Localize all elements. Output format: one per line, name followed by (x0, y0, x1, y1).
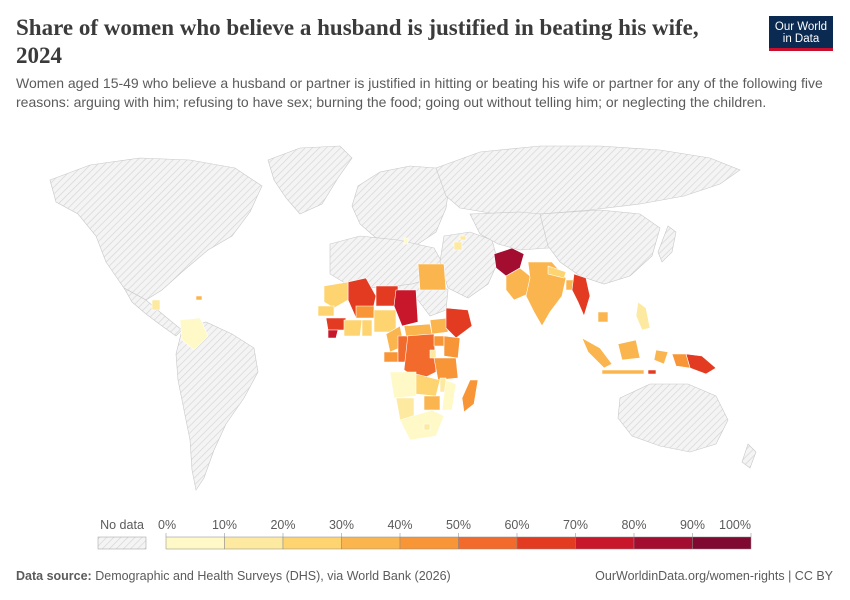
country-rwanda-burundi[interactable] (429, 349, 437, 359)
legend-tick-label: 70% (563, 518, 588, 532)
country-papua-indonesia[interactable] (671, 353, 691, 369)
country-nepal[interactable] (547, 265, 567, 279)
country-timor-leste[interactable] (647, 369, 657, 375)
country-haiti[interactable] (195, 295, 203, 301)
legend-tick-label: 80% (621, 518, 646, 532)
data-source-text: Demographic and Health Surveys (DHS), vi… (95, 569, 451, 583)
country-armenia[interactable] (459, 235, 467, 241)
country-burkina-faso[interactable] (355, 305, 375, 319)
legend-bins (165, 536, 752, 550)
country-indonesia[interactable] (581, 337, 669, 375)
south-america[interactable] (175, 321, 259, 491)
new-zealand[interactable] (741, 443, 757, 469)
country-uganda[interactable] (433, 335, 445, 347)
legend-no-data-swatch (97, 536, 147, 550)
country-kenya[interactable] (443, 335, 461, 359)
russia[interactable] (435, 145, 741, 215)
world-map[interactable] (0, 130, 850, 510)
logo-line-2: in Data (782, 33, 820, 45)
legend-tick-label: 40% (387, 518, 412, 532)
country-ethiopia[interactable] (445, 307, 473, 339)
legend: No data 0% 10% 20% 30% 40% 50% 60% 70% 80% 90% 100… (97, 518, 752, 550)
legend-bin[interactable] (692, 536, 752, 550)
legend-ticks: 0% 10% 20% 30% 40% 50% 60% 70% 80% 90% 100% (158, 518, 752, 537)
country-gabon[interactable] (383, 351, 399, 363)
legend-bin[interactable] (224, 536, 284, 550)
legend-bin[interactable] (633, 536, 693, 550)
legend-bin[interactable] (282, 536, 342, 550)
legend-bin[interactable] (516, 536, 576, 550)
country-sierra-leone[interactable] (327, 329, 339, 339)
country-myanmar[interactable] (571, 273, 591, 317)
country-zimbabwe[interactable] (423, 395, 441, 411)
country-chad[interactable] (393, 289, 419, 327)
legend-tick-label: 20% (270, 518, 295, 532)
country-zambia[interactable] (415, 373, 441, 397)
country-guinea[interactable] (325, 317, 347, 331)
legend-bin[interactable] (399, 536, 459, 550)
japan[interactable] (657, 225, 677, 263)
country-papua-new-guinea[interactable] (685, 353, 717, 375)
owid-logo[interactable]: Our World in Data (769, 16, 833, 51)
legend-tick-label: 10% (212, 518, 237, 532)
middle-east[interactable] (439, 231, 499, 299)
country-lesotho[interactable] (423, 423, 431, 431)
country-nigeria[interactable] (373, 309, 397, 333)
data-source-label: Data source: (16, 569, 92, 583)
legend-tick-label: 90% (680, 518, 705, 532)
country-angola[interactable] (389, 371, 417, 399)
legend-bin[interactable] (165, 536, 225, 550)
country-ghana[interactable] (361, 319, 373, 337)
country-senegal[interactable] (317, 305, 335, 317)
legend-tick-label: 50% (446, 518, 471, 532)
legend-tick-label: 0% (158, 518, 176, 532)
country-central-african-republic[interactable] (403, 323, 433, 337)
europe[interactable] (351, 165, 451, 247)
data-source: Data source: Demographic and Health Surv… (16, 569, 451, 583)
chart-subtitle: Women aged 15-49 who believe a husband o… (16, 75, 823, 110)
legend-bin[interactable] (575, 536, 635, 550)
country-egypt[interactable] (417, 263, 447, 291)
country-jordan[interactable] (453, 241, 463, 251)
australia[interactable] (617, 383, 729, 453)
country-philippines[interactable] (635, 301, 651, 331)
logo-line-1: Our World (774, 21, 828, 33)
country-south-sudan[interactable] (429, 317, 449, 335)
legend-no-data-label: No data (100, 518, 144, 532)
country-cote-divoire[interactable] (343, 319, 363, 337)
chart-title: Share of women who believe a husband is … (16, 15, 699, 68)
country-mauritania[interactable] (323, 281, 349, 309)
country-mozambique[interactable] (441, 379, 457, 411)
china[interactable] (539, 209, 661, 285)
country-albania[interactable] (403, 237, 409, 245)
country-colombia[interactable] (179, 317, 209, 351)
legend-bin[interactable] (341, 536, 401, 550)
legend-bin[interactable] (458, 536, 518, 550)
country-tanzania[interactable] (433, 357, 459, 381)
legend-tick-label: 30% (329, 518, 354, 532)
legend-tick-label: 60% (504, 518, 529, 532)
greenland[interactable] (267, 145, 353, 215)
country-cambodia[interactable] (597, 311, 609, 323)
legend-tick-label: 100% (719, 518, 751, 532)
country-madagascar[interactable] (461, 379, 479, 413)
country-honduras-nicaragua[interactable] (151, 299, 161, 311)
owid-url[interactable]: OurWorldinData.org/women-rights | CC BY (595, 569, 833, 583)
country-south-africa[interactable] (399, 409, 445, 441)
north-america[interactable] (49, 157, 263, 301)
